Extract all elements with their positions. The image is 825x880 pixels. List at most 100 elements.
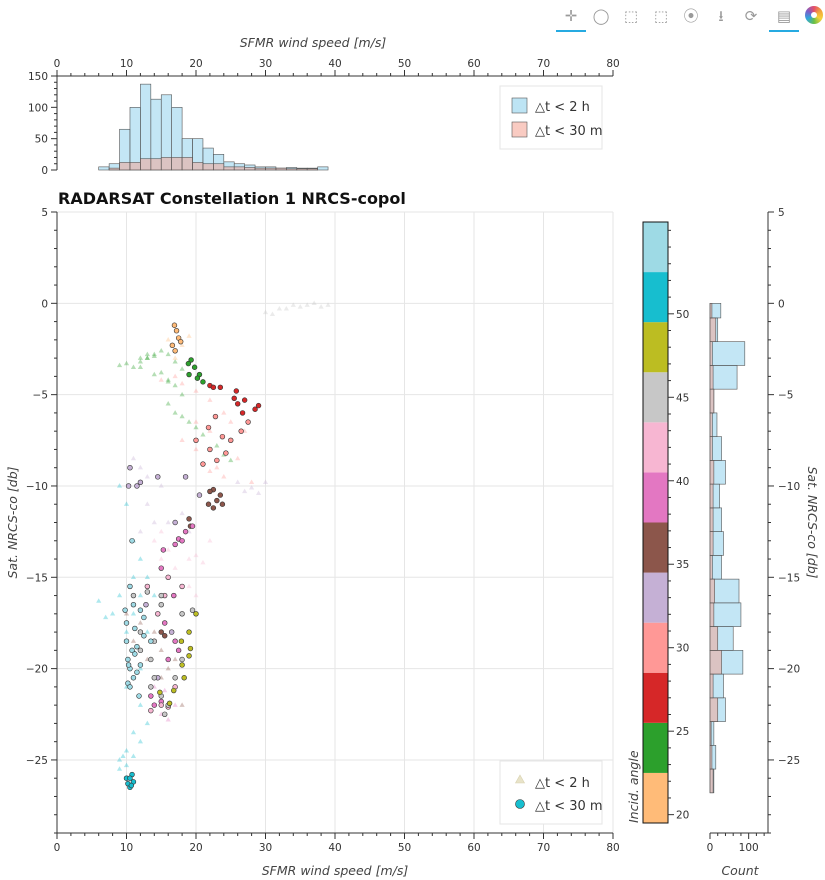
circle-point[interactable] — [172, 675, 178, 681]
circle-point[interactable] — [166, 700, 173, 707]
triangle-point[interactable] — [165, 547, 171, 552]
circle-point[interactable] — [214, 457, 220, 464]
hist-bar-30m[interactable] — [108, 167, 120, 171]
triangle-point[interactable] — [172, 656, 178, 662]
circle-point[interactable] — [182, 528, 189, 535]
hist-bar-30m[interactable] — [160, 157, 172, 171]
triangle-point[interactable] — [172, 702, 178, 707]
circle-point[interactable] — [130, 592, 137, 599]
circle-point[interactable] — [210, 505, 217, 511]
circle-point[interactable] — [127, 775, 133, 781]
triangle-point[interactable] — [235, 479, 241, 485]
hist-bar-2h[interactable] — [129, 107, 141, 171]
triangle-point[interactable] — [290, 302, 296, 307]
triangle-point[interactable] — [179, 437, 185, 443]
triangle-point[interactable] — [165, 716, 171, 722]
triangle-point[interactable] — [304, 302, 310, 307]
hist-bar-30m[interactable] — [181, 157, 193, 171]
main-scatter[interactable]: 0 10 20 30 40 50 60 70 80 −25 −20 −15 −10 −5 0 5 SFMR wi… — [5, 189, 620, 878]
circle-point[interactable] — [223, 450, 229, 456]
circle-point[interactable] — [245, 419, 251, 425]
triangle-point[interactable] — [193, 552, 199, 558]
triangle-point[interactable] — [235, 455, 241, 461]
triangle-point[interactable] — [130, 364, 137, 369]
circle-point[interactable] — [127, 684, 133, 690]
circle-point[interactable] — [235, 401, 241, 407]
triangle-point[interactable] — [137, 620, 143, 625]
triangle-point[interactable] — [151, 592, 157, 598]
triangle-point[interactable] — [179, 366, 185, 371]
hist-bar-30m[interactable] — [254, 167, 266, 171]
circle-point[interactable] — [231, 395, 237, 401]
circle-point[interactable] — [200, 461, 206, 467]
triangle-point[interactable] — [144, 355, 150, 360]
circle-point[interactable] — [158, 629, 164, 635]
hist-bar-30m[interactable] — [286, 168, 298, 171]
circle-point[interactable] — [172, 348, 178, 354]
circle-point[interactable] — [178, 638, 185, 644]
lasso-select-tool[interactable]: ◯ — [588, 4, 614, 28]
circle-point[interactable] — [205, 501, 212, 507]
triangle-point[interactable] — [144, 351, 150, 357]
circle-point[interactable] — [193, 611, 199, 617]
triangle-point[interactable] — [207, 537, 213, 543]
triangle-point[interactable] — [249, 484, 255, 490]
triangle-point[interactable] — [116, 757, 123, 762]
hist-bar-30m[interactable] — [709, 721, 712, 746]
circle-point[interactable] — [191, 364, 198, 370]
triangle-point[interactable] — [96, 598, 102, 603]
hist-bar-30m[interactable] — [296, 168, 308, 171]
circle-point[interactable] — [136, 693, 142, 699]
circle-point[interactable] — [210, 384, 217, 391]
triangle-point[interactable] — [123, 611, 130, 616]
circle-point[interactable] — [162, 633, 168, 639]
triangle-point[interactable] — [249, 479, 255, 485]
hist-bar-30m[interactable] — [275, 167, 287, 171]
triangle-point[interactable] — [172, 358, 178, 364]
triangle-point[interactable] — [123, 629, 130, 634]
circle-point[interactable] — [175, 647, 182, 654]
triangle-point[interactable] — [193, 419, 199, 424]
triangle-point[interactable] — [158, 647, 164, 653]
circle-point[interactable] — [155, 474, 161, 480]
hist-bar-2h[interactable] — [709, 365, 738, 390]
triangle-point[interactable] — [151, 371, 157, 377]
triangle-point[interactable] — [179, 510, 185, 516]
triangle-point[interactable] — [130, 455, 137, 461]
hist-bar-2h[interactable] — [317, 166, 329, 171]
circle-point[interactable] — [188, 357, 194, 363]
wheel-zoom-tool[interactable]: ⦿ — [678, 4, 704, 28]
bokeh-logo-icon[interactable] — [805, 6, 823, 24]
circle-point[interactable] — [179, 662, 185, 668]
triangle-point[interactable] — [179, 380, 185, 386]
hist-bar-30m[interactable] — [709, 697, 719, 722]
triangle-point[interactable] — [158, 528, 164, 534]
circle-point[interactable] — [141, 633, 147, 639]
hist-bar-30m[interactable] — [709, 531, 714, 556]
hist-bar-30m[interactable] — [709, 507, 714, 532]
circle-point[interactable] — [241, 397, 248, 403]
circle-point[interactable] — [132, 651, 138, 657]
circle-point[interactable] — [187, 645, 194, 652]
triangle-point[interactable] — [116, 766, 123, 771]
hist-bar-30m[interactable] — [171, 157, 183, 171]
circle-point[interactable] — [186, 653, 192, 659]
reset-tool[interactable]: ⟳ — [738, 4, 764, 28]
circle-point[interactable] — [171, 592, 177, 599]
hist-bar-30m[interactable] — [709, 578, 715, 604]
triangle-point[interactable] — [151, 353, 157, 358]
triangle-point[interactable] — [172, 382, 178, 388]
hist-bar-30m[interactable] — [709, 602, 715, 627]
triangle-point[interactable] — [193, 424, 199, 430]
triangle-point[interactable] — [200, 432, 206, 437]
triangle-point[interactable] — [262, 479, 269, 485]
triangle-point[interactable] — [116, 362, 123, 368]
circle-point[interactable] — [128, 782, 135, 789]
triangle-point[interactable] — [172, 373, 178, 379]
triangle-point[interactable] — [207, 468, 213, 474]
triangle-point[interactable] — [179, 702, 185, 707]
circle-point[interactable] — [255, 402, 262, 409]
circle-point[interactable] — [178, 338, 184, 345]
circle-point[interactable] — [186, 629, 192, 635]
hist-bar-30m[interactable] — [192, 162, 204, 171]
